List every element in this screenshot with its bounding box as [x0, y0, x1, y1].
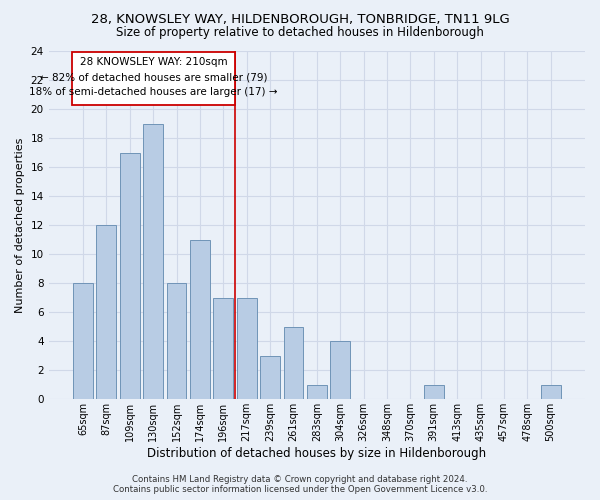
Text: 28, KNOWSLEY WAY, HILDENBOROUGH, TONBRIDGE, TN11 9LG: 28, KNOWSLEY WAY, HILDENBOROUGH, TONBRID…: [91, 12, 509, 26]
Bar: [120, 153, 140, 400]
Bar: [97, 226, 116, 400]
Bar: [167, 284, 187, 400]
Bar: [307, 385, 327, 400]
Bar: [190, 240, 210, 400]
Bar: [330, 342, 350, 400]
Bar: [214, 298, 233, 400]
Text: 28 KNOWSLEY WAY: 210sqm: 28 KNOWSLEY WAY: 210sqm: [80, 58, 227, 68]
Bar: [73, 284, 93, 400]
Bar: [260, 356, 280, 400]
FancyBboxPatch shape: [73, 52, 235, 105]
X-axis label: Distribution of detached houses by size in Hildenborough: Distribution of detached houses by size …: [147, 447, 487, 460]
Bar: [424, 385, 443, 400]
Text: Size of property relative to detached houses in Hildenborough: Size of property relative to detached ho…: [116, 26, 484, 39]
Text: ← 82% of detached houses are smaller (79): ← 82% of detached houses are smaller (79…: [40, 72, 267, 83]
Y-axis label: Number of detached properties: Number of detached properties: [15, 138, 25, 313]
Text: Contains HM Land Registry data © Crown copyright and database right 2024.
Contai: Contains HM Land Registry data © Crown c…: [113, 474, 487, 494]
Bar: [143, 124, 163, 400]
Bar: [237, 298, 257, 400]
Bar: [541, 385, 560, 400]
Bar: [284, 327, 304, 400]
Text: 18% of semi-detached houses are larger (17) →: 18% of semi-detached houses are larger (…: [29, 87, 278, 97]
